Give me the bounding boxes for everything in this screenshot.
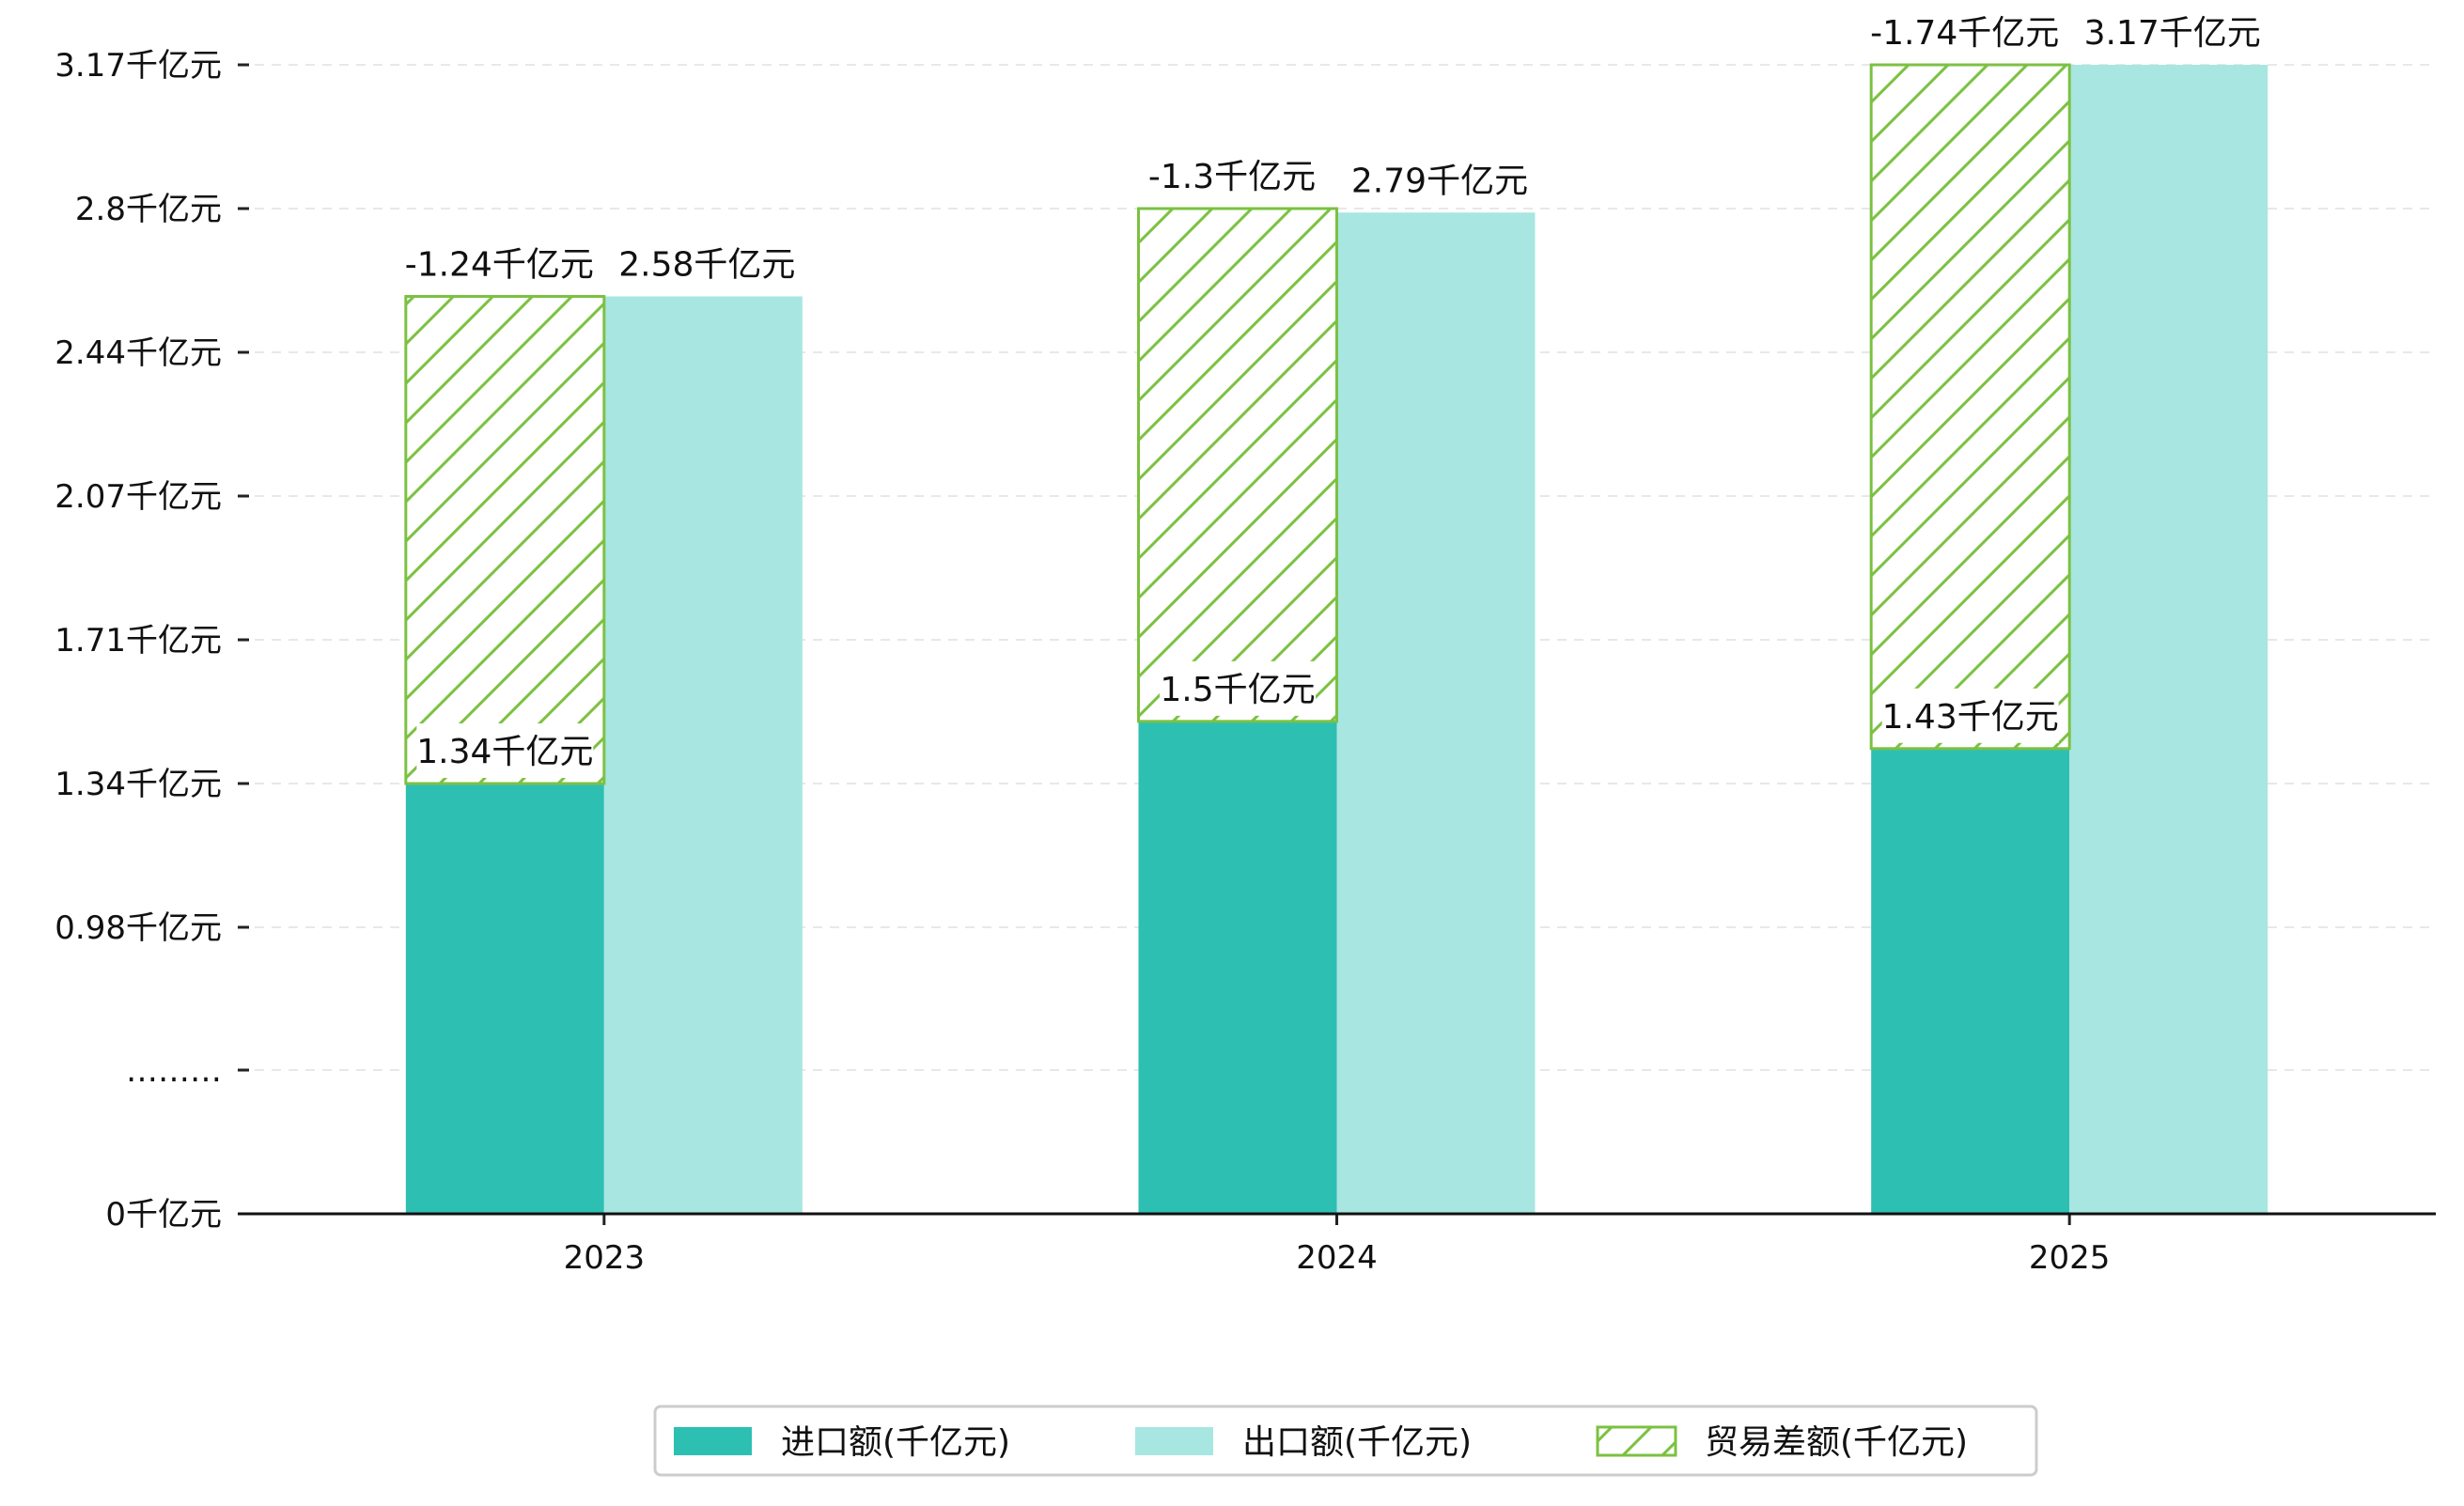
legend-swatch [674, 1427, 752, 1455]
data-label-trade-balance-box [1144, 148, 1320, 203]
data-label-import-box [416, 723, 594, 778]
data-label-export: 3.17千亿元 [2084, 14, 2261, 53]
bar-trade-balance [1137, 207, 1338, 723]
y-tick-label: 2.44千亿元 [55, 334, 222, 372]
bar-trade-balance [1869, 63, 2071, 751]
data-label-export-box [618, 236, 796, 291]
legend-item-export: 出口额(千亿元) [1135, 1423, 1472, 1462]
x-tick-label: 2023 [564, 1239, 646, 1277]
data-label-trade-balance: -1.3千亿元 [1148, 158, 1316, 196]
x-tick-label: 2025 [2029, 1239, 2111, 1277]
legend: 进口额(千亿元) 出口额(千亿元) 贸易差额(千亿元) [653, 1405, 2038, 1477]
legend-item-import: 进口额(千亿元) [674, 1423, 1010, 1462]
bar-import [1871, 748, 2070, 1214]
data-label-export-box [1351, 152, 1528, 208]
y-tick-label: 1.34千亿元 [55, 766, 222, 803]
legend-swatch [1596, 1425, 1677, 1457]
y-tick-label: ……… [126, 1052, 222, 1090]
data-label-import: 1.43千亿元 [1882, 698, 2059, 737]
y-tick-label: 0千亿元 [105, 1196, 222, 1234]
data-label-import: 1.5千亿元 [1160, 671, 1315, 709]
data-label-export: 2.79千亿元 [1351, 162, 1528, 200]
y-tick-label: 1.71千亿元 [55, 622, 222, 660]
legend-swatch [1135, 1427, 1213, 1455]
data-label-import-box [1881, 688, 2059, 743]
data-label-import-box [1160, 660, 1316, 716]
bar-trade-balance [404, 295, 606, 785]
legend-box [653, 1405, 2038, 1477]
data-label-import: 1.34千亿元 [416, 733, 593, 771]
bar-export [603, 296, 803, 1214]
data-label-trade-balance-box [1865, 5, 2064, 59]
legend-label: 出口额(千亿元) [1242, 1423, 1472, 1462]
axes: 0千亿元 ……… 0.98千亿元 1.34千亿元 1.71千亿元 2.07千亿元 2.44千… [55, 47, 2436, 1277]
y-tick-label: 2.07千亿元 [55, 478, 222, 516]
bar-export [1336, 212, 1536, 1214]
legend-label: 贸易差额(千亿元) [1705, 1423, 1968, 1462]
data-label-export-box [2083, 5, 2261, 59]
bar-import [405, 784, 604, 1214]
bar-import [1138, 721, 1337, 1214]
bar-export [2069, 65, 2269, 1214]
legend-item-trade-balance: 贸易差额(千亿元) [1596, 1423, 1968, 1462]
y-tick-label: 3.17千亿元 [55, 47, 222, 85]
data-label-trade-balance-box [400, 236, 599, 291]
data-label-trade-balance: -1.24千亿元 [405, 246, 594, 285]
data-labels: 1.34千亿元 2.58千亿元 -1.24千亿元 1.5千亿元 2.79千亿元 -1.3千… [400, 5, 2261, 778]
data-label-export: 2.58千亿元 [618, 246, 795, 285]
bars [404, 63, 2269, 1214]
y-tick-label: 0.98千亿元 [55, 909, 222, 947]
x-tick-label: 2024 [1296, 1239, 1378, 1277]
y-tick-label: 2.8千亿元 [75, 191, 222, 228]
legend-label: 进口额(千亿元) [781, 1423, 1010, 1462]
data-label-trade-balance: -1.74千亿元 [1870, 14, 2059, 53]
